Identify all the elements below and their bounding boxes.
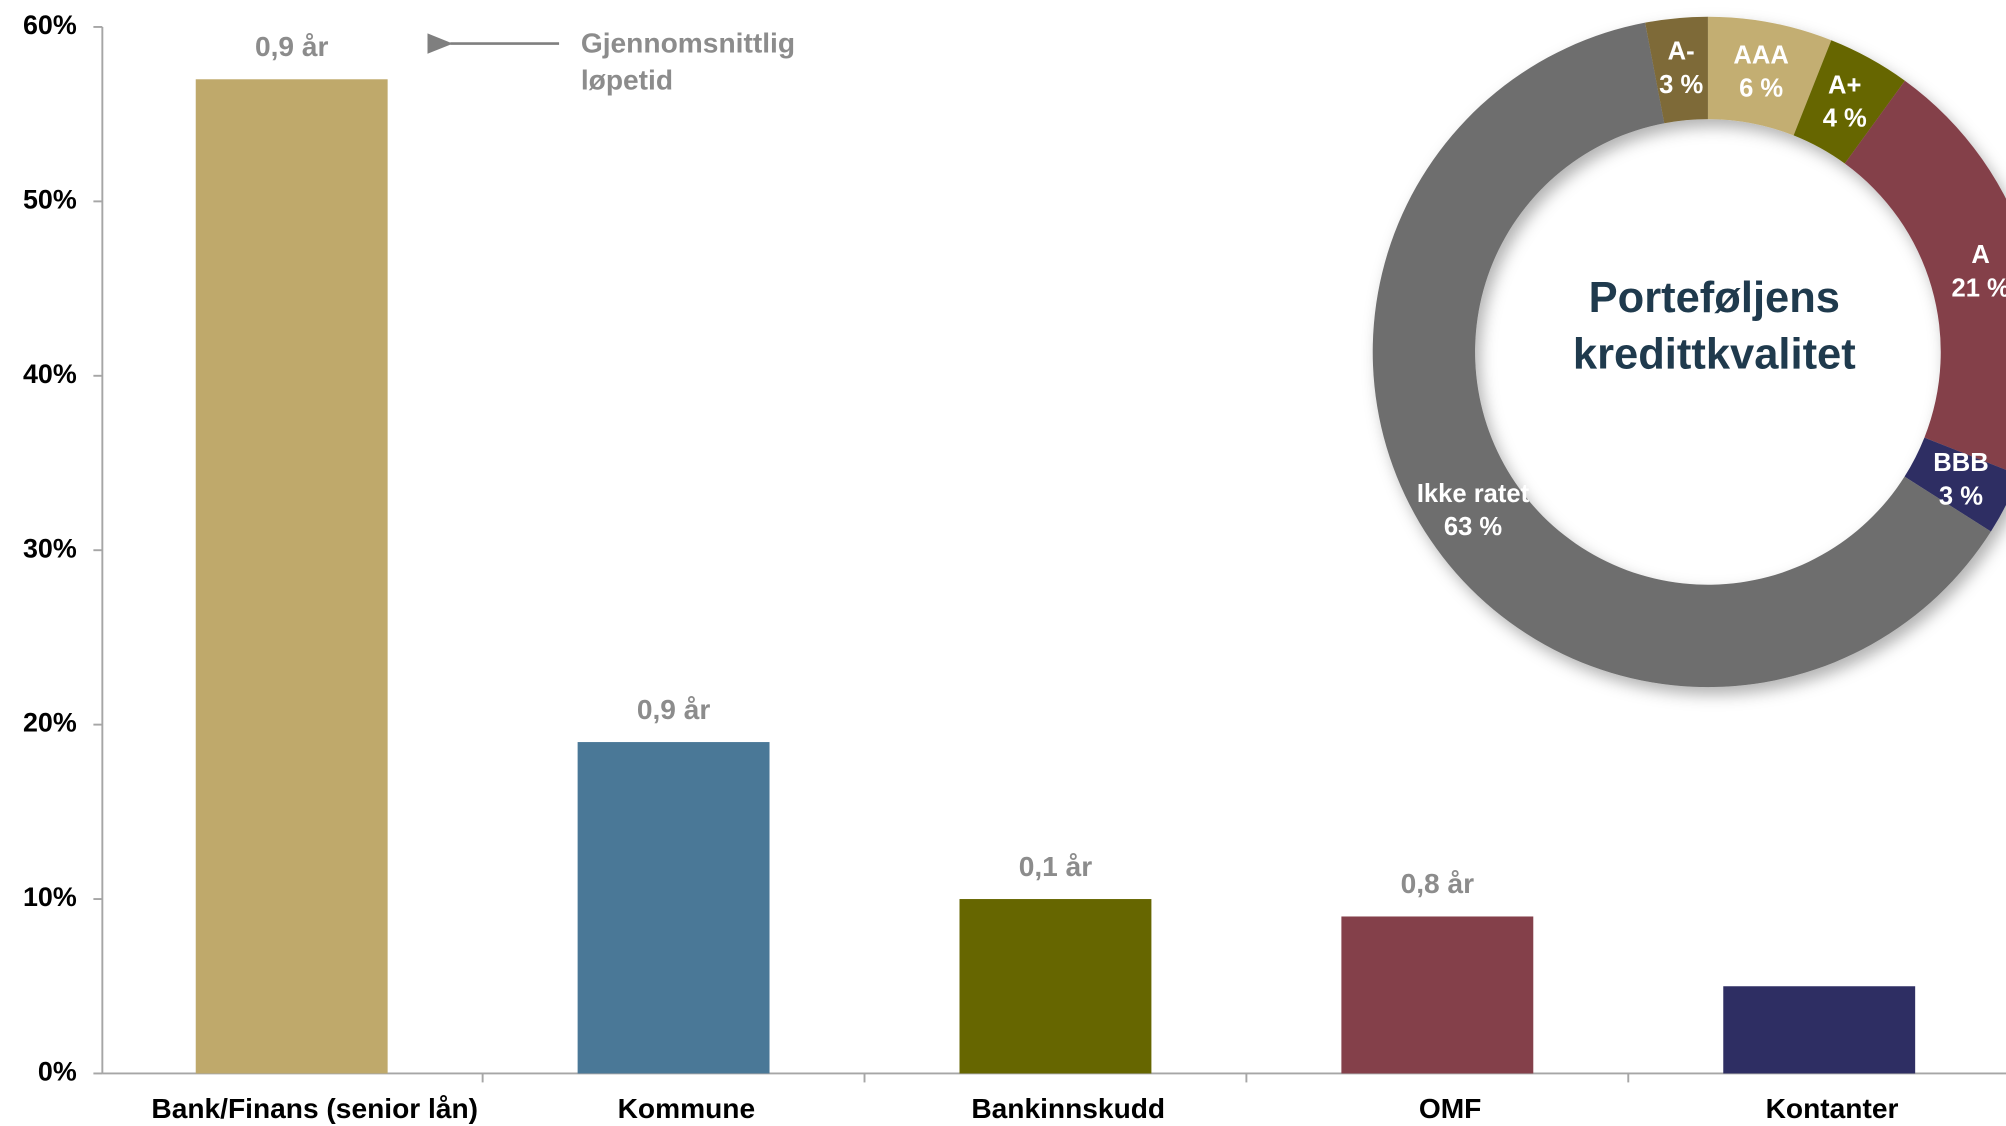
y-tick-label: 0% (38, 1057, 77, 1087)
slice-label: Ikke ratet 63 % (1417, 480, 1530, 541)
arrow-annotation: Gjennomsnittlig løpetid (580, 26, 796, 97)
duration-label: 0,9 år (637, 694, 711, 725)
y-tick-label: 40% (23, 359, 77, 389)
donut-slice (1904, 437, 2006, 532)
x-tick-label: Bank/Finans (senior lån) (151, 1093, 478, 1124)
y-tick-label: 20% (23, 708, 77, 738)
slice-label: A 21 % (1951, 241, 2006, 302)
donut-slice (1645, 16, 1708, 124)
slice-category: A (1971, 241, 1989, 269)
slice-label: A- 3 % (1659, 37, 1703, 98)
bar (959, 899, 1152, 1074)
slice-label: A+ 4 % (1823, 71, 1867, 132)
bar (1723, 986, 1916, 1074)
y-tick-label: 30% (23, 533, 77, 563)
slice-value: 6 % (1739, 74, 1783, 102)
annotation-box: Gjennomsnittlig løpetid (580, 26, 796, 97)
donut (1372, 16, 2006, 688)
duration-label: 0,8 år (1401, 868, 1475, 899)
title-box: Porteføljens kredittkvalitet (1572, 273, 1856, 379)
slice-value: 21 % (1951, 274, 2006, 302)
y-tick-label: 60% (23, 10, 77, 40)
slice-category: Ikke ratet (1417, 480, 1530, 508)
slice-category: BBB (1933, 449, 1988, 477)
donut-slice (1372, 22, 1991, 688)
slice-value: 3 % (1939, 482, 1983, 510)
x-tick-label: OMF (1419, 1093, 1482, 1124)
x-tick-label: Bankinnskudd (971, 1093, 1165, 1124)
donut-slice (1844, 80, 2006, 470)
duration-label: 0,9 år (255, 31, 329, 62)
chart-title: Porteføljens kredittkvalitet (1572, 273, 1856, 379)
y-tick-label: 50% (23, 184, 77, 214)
bar (577, 742, 770, 1074)
slice-category: A- (1668, 37, 1695, 65)
donut-slice (1707, 16, 1832, 136)
duration-label: 0,1 år (1019, 851, 1093, 882)
slice-category: AAA (1733, 41, 1788, 69)
slice-label: BBB 3 % (1933, 449, 1988, 510)
y-tick-label: 10% (23, 882, 77, 912)
x-tick-label: Kommune (618, 1093, 756, 1124)
bar (195, 79, 388, 1074)
slice-category: A+ (1828, 71, 1861, 99)
bar (1341, 916, 1534, 1074)
slice-label: AAA 6 % (1733, 41, 1788, 102)
x-tick-label: Kontanter (1766, 1093, 1899, 1124)
slice-value: 3 % (1659, 71, 1703, 99)
slice-value: 4 % (1823, 104, 1867, 132)
slice-value: 63 % (1444, 513, 1503, 541)
donut-slice (1793, 40, 1905, 164)
